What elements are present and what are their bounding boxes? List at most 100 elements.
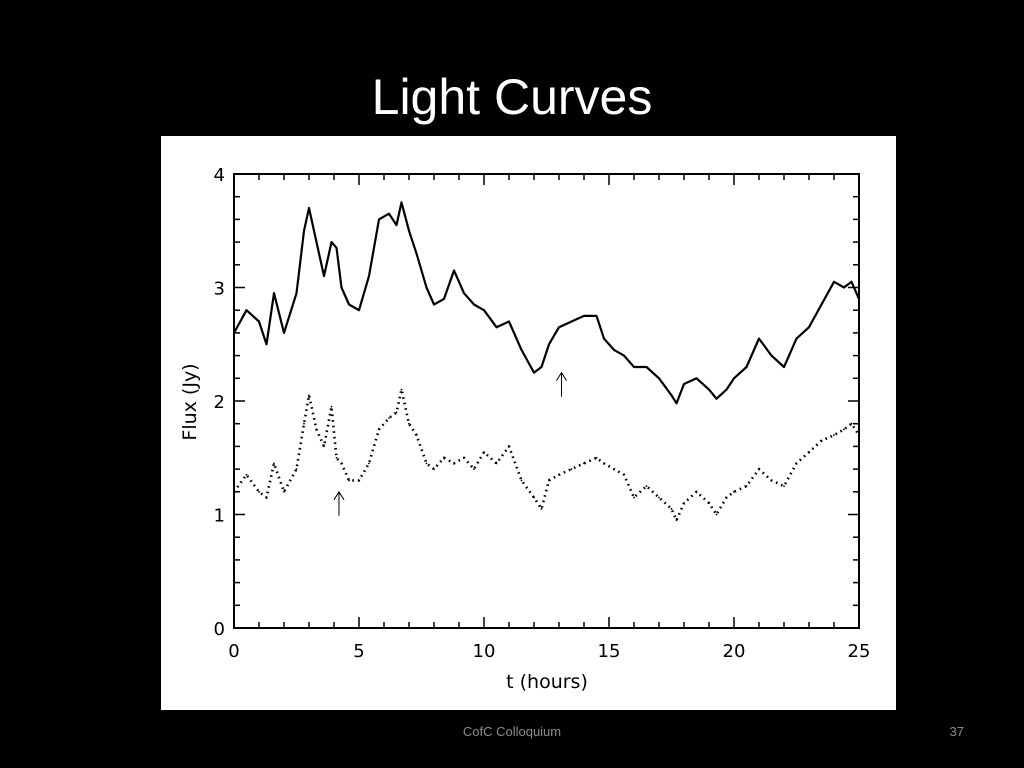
dotted-series-point bbox=[400, 388, 403, 391]
solid-series-point bbox=[820, 303, 823, 306]
dotted-series-point bbox=[433, 468, 435, 470]
solid-series-point bbox=[843, 286, 845, 289]
solid-series-point bbox=[645, 366, 648, 368]
dotted-series-point bbox=[795, 462, 798, 465]
series-dotted-line bbox=[232, 388, 861, 522]
dotted-series-point bbox=[708, 502, 710, 505]
dotted-series-point bbox=[633, 496, 635, 499]
solid-series-point bbox=[548, 343, 550, 346]
plot-axes bbox=[233, 173, 860, 629]
solid-series-point bbox=[330, 241, 333, 243]
solid-series-point bbox=[308, 207, 310, 209]
solid-series-point bbox=[595, 314, 598, 317]
dotted-series-point bbox=[508, 445, 510, 448]
dotted-series-point bbox=[495, 462, 498, 465]
light-curve-figure: 0 5 10 15 20 25 0 1 2 3 4 t (hours) Flux (Jy) bbox=[161, 136, 896, 710]
solid-series-point bbox=[808, 326, 810, 329]
light-curve-plot: 0 5 10 15 20 25 0 1 2 3 4 t (hours) Flux (Jy) bbox=[179, 165, 871, 693]
tick-labels: 0 5 10 15 20 25 0 1 2 3 4 bbox=[214, 165, 871, 662]
solid-series-point bbox=[725, 388, 728, 391]
series-layer bbox=[232, 201, 861, 522]
dotted-series-point bbox=[388, 417, 390, 419]
dotted-series-point bbox=[715, 513, 718, 516]
solid-series-point bbox=[495, 326, 498, 329]
x-tick-label: 25 bbox=[848, 641, 871, 662]
dotted-series-point bbox=[733, 490, 735, 493]
dotted-series-point bbox=[273, 462, 275, 465]
solid-series-point bbox=[273, 292, 275, 295]
x-axis-title: t (hours) bbox=[506, 671, 588, 693]
solid-series-point bbox=[233, 332, 235, 334]
dotted-series-point bbox=[483, 451, 485, 453]
solid-series-point bbox=[473, 303, 475, 306]
solid-series-point bbox=[695, 377, 698, 380]
dotted-series-point bbox=[323, 445, 325, 448]
dotted-series-point bbox=[408, 422, 410, 425]
solid-series-point bbox=[708, 388, 710, 391]
dotted-series-point bbox=[378, 428, 380, 431]
solid-series-point bbox=[675, 402, 678, 405]
solid-series-point bbox=[348, 303, 350, 306]
solid-series-point bbox=[378, 218, 380, 221]
solid-series-point bbox=[683, 383, 685, 385]
y-tick-label: 1 bbox=[214, 506, 225, 527]
dotted-series-point bbox=[395, 411, 398, 414]
dotted-series-point bbox=[745, 485, 748, 488]
solid-series-point bbox=[323, 275, 325, 278]
solid-series-point bbox=[315, 241, 318, 243]
solid-series-point bbox=[520, 349, 523, 351]
dotted-series-point bbox=[670, 507, 673, 510]
dotted-series-point bbox=[558, 473, 560, 476]
x-tick-label: 0 bbox=[228, 641, 239, 662]
solid-series-point bbox=[858, 297, 860, 300]
dotted-series-point bbox=[758, 468, 760, 470]
y-tick-label: 4 bbox=[214, 165, 225, 186]
solid-series-point bbox=[408, 229, 410, 232]
dotted-series-point bbox=[850, 422, 853, 425]
plot-frame bbox=[233, 173, 860, 629]
solid-series-point bbox=[283, 332, 285, 334]
dotted-series-point bbox=[368, 462, 370, 465]
solid-series-point bbox=[850, 280, 853, 283]
solid-series-point bbox=[583, 314, 585, 317]
x-tick-label: 5 bbox=[353, 641, 364, 662]
dotted-series-point bbox=[770, 479, 773, 482]
solid-series-point bbox=[533, 371, 535, 374]
solid-series-point bbox=[483, 309, 485, 312]
solid-series-point bbox=[508, 320, 510, 323]
x-tick-label: 10 bbox=[473, 641, 496, 662]
dotted-series-point bbox=[340, 462, 343, 465]
y-tick-label: 2 bbox=[214, 392, 225, 413]
solid-series-point bbox=[388, 212, 390, 215]
solid-series-point bbox=[540, 366, 543, 368]
annotation-layer bbox=[333, 371, 567, 516]
dotted-series-point bbox=[675, 519, 678, 522]
dotted-series-point bbox=[348, 479, 350, 482]
solid-series-point bbox=[303, 229, 305, 232]
solid-series-point bbox=[758, 337, 760, 340]
y-tick-label: 3 bbox=[214, 279, 225, 300]
solid-series-point bbox=[245, 309, 248, 312]
solid-series-point bbox=[395, 224, 398, 226]
solid-series-point bbox=[715, 397, 718, 400]
dotted-series-point bbox=[658, 496, 660, 499]
solid-series-point bbox=[368, 275, 370, 278]
dotted-series-point bbox=[833, 434, 835, 436]
dotted-series-point bbox=[623, 473, 625, 476]
dotted-series-point bbox=[473, 468, 475, 470]
solid-series-point bbox=[453, 269, 455, 272]
dotted-series-point bbox=[820, 439, 823, 442]
solid-series-point bbox=[745, 366, 748, 368]
dotted-series-point bbox=[265, 496, 268, 499]
dotted-series-point bbox=[335, 456, 338, 459]
dotted-series-point bbox=[258, 490, 260, 493]
series-solid-line bbox=[233, 201, 861, 405]
dotted-series-point bbox=[808, 451, 810, 453]
dotted-series-point bbox=[303, 422, 305, 425]
dotted-series-point bbox=[843, 428, 845, 431]
dotted-series-point bbox=[695, 490, 698, 493]
dotted-series-point bbox=[540, 507, 543, 510]
solid-series-point bbox=[258, 320, 260, 323]
dotted-series-point bbox=[330, 405, 333, 408]
dotted-series-point bbox=[233, 490, 235, 493]
